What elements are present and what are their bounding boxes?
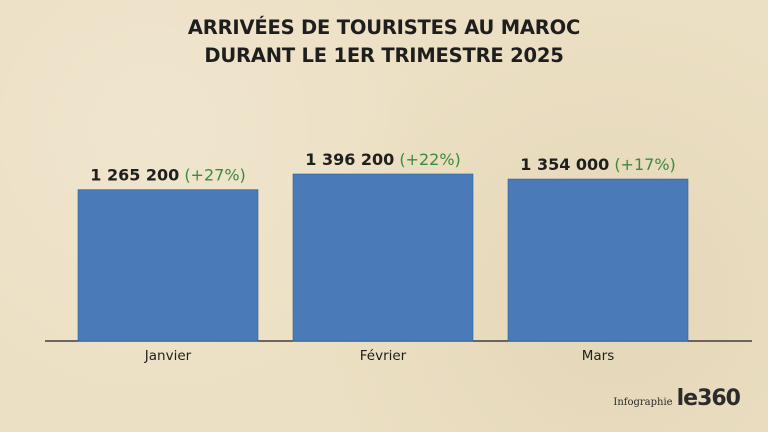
value-label: 1 396 200 bbox=[305, 150, 394, 169]
le360-logo: le360 bbox=[676, 386, 741, 411]
data-label: 1 396 200 (+22%) bbox=[305, 150, 461, 169]
credit-label: Infographie bbox=[613, 397, 673, 408]
chart-title: ARRIVÉES DE TOURISTES AU MAROC DURANT LE… bbox=[0, 14, 768, 70]
growth-label: (+27%) bbox=[184, 166, 245, 185]
x-tick-label: Janvier bbox=[144, 348, 192, 364]
bar-février bbox=[292, 173, 474, 342]
bar-mars bbox=[507, 178, 689, 342]
data-label: 1 354 000 (+17%) bbox=[520, 155, 676, 174]
x-tick-label: Mars bbox=[582, 348, 615, 364]
value-label: 1 265 200 bbox=[90, 166, 179, 185]
chart-title-line-2: DURANT LE 1ER TRIMESTRE 2025 bbox=[204, 44, 564, 67]
chart-title-line-1: ARRIVÉES DE TOURISTES AU MAROC bbox=[187, 16, 581, 39]
value-label: 1 354 000 bbox=[520, 155, 609, 174]
bar-janvier bbox=[77, 189, 259, 342]
data-label: 1 265 200 (+27%) bbox=[90, 166, 246, 185]
x-tick-label: Février bbox=[360, 348, 407, 364]
credit: Infographie le360 bbox=[613, 386, 741, 411]
growth-label: (+17%) bbox=[614, 155, 675, 174]
growth-label: (+22%) bbox=[399, 150, 460, 169]
